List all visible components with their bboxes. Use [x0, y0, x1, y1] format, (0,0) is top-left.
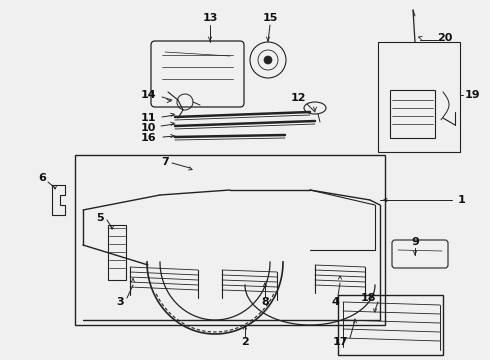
Bar: [75, 155, 385, 325]
Text: 15: 15: [262, 13, 278, 23]
Text: 14: 14: [140, 90, 156, 100]
Text: 7: 7: [161, 157, 169, 167]
Text: 9: 9: [411, 237, 419, 247]
Bar: [108, 225, 126, 280]
Text: 3: 3: [116, 297, 124, 307]
Text: 10: 10: [140, 123, 156, 133]
Text: 18: 18: [360, 293, 376, 303]
Text: 5: 5: [96, 213, 104, 223]
Text: 12: 12: [290, 93, 306, 103]
Bar: [390, 90, 435, 138]
Text: 11: 11: [140, 113, 156, 123]
Text: 8: 8: [261, 297, 269, 307]
Text: 4: 4: [331, 297, 339, 307]
Text: 13: 13: [202, 13, 218, 23]
Text: 20: 20: [437, 33, 453, 43]
Text: 19: 19: [464, 90, 480, 100]
Text: 16: 16: [140, 133, 156, 143]
Text: 17: 17: [332, 337, 348, 347]
Bar: [378, 42, 460, 152]
Text: 6: 6: [38, 173, 46, 183]
Bar: [338, 295, 443, 355]
Text: 2: 2: [241, 337, 249, 347]
Circle shape: [264, 56, 272, 64]
Text: 1: 1: [458, 195, 466, 205]
